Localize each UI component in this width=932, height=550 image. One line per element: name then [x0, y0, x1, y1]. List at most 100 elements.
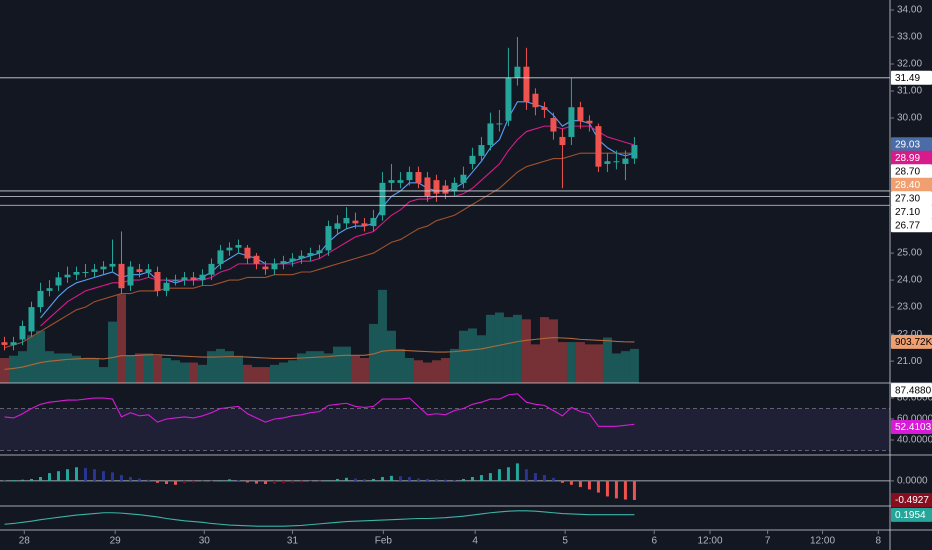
macd-bar	[380, 477, 384, 481]
macd-bar	[479, 475, 483, 481]
x-tick-label: 12:00	[810, 536, 835, 547]
volume-bar	[197, 364, 207, 383]
macd-bar	[227, 479, 231, 481]
volume-bar	[233, 355, 243, 383]
candle-body	[469, 155, 476, 164]
macd-bar	[560, 480, 564, 483]
y-tick-label: 32.00	[897, 59, 922, 70]
price-badge	[891, 218, 932, 233]
macd-bar	[461, 478, 465, 481]
candle-body	[415, 172, 422, 183]
candle-body	[595, 126, 602, 167]
price-badge-label: 29.03	[895, 139, 920, 150]
price-badge-label: 0.1954	[895, 510, 926, 521]
volume-bar	[332, 346, 342, 383]
candle-body	[307, 253, 314, 256]
candle-body	[118, 263, 125, 289]
volume-bar	[161, 358, 171, 383]
volume-bar	[620, 351, 630, 383]
candle-body	[586, 120, 593, 124]
volume-bar	[575, 342, 585, 383]
candle-body	[622, 158, 629, 164]
candle-body	[334, 223, 341, 229]
candle-body	[271, 263, 278, 270]
candle-body	[55, 277, 62, 286]
price-badge-label: 28.70	[895, 166, 920, 177]
y-tick-label: 40.0000	[897, 435, 932, 446]
macd-bar	[146, 479, 150, 481]
candle-body	[1, 342, 8, 345]
volume-bar	[152, 355, 162, 383]
price-badge	[891, 419, 932, 434]
candle-body	[280, 261, 287, 264]
macd-bar	[443, 479, 447, 481]
macd-bar	[416, 478, 420, 481]
y-tick-label: 60.0000	[897, 414, 932, 425]
macd-bar	[614, 480, 618, 499]
candle-body	[109, 263, 116, 267]
volume-bar	[566, 342, 576, 383]
volume-bar	[26, 335, 36, 383]
x-tick-label: 6	[651, 536, 657, 547]
x-tick-label: 31	[287, 536, 299, 547]
volume-bar	[296, 353, 306, 383]
price-badge-label: 87.4880	[895, 385, 932, 396]
volume-bar	[350, 355, 360, 383]
macd-bar	[353, 478, 357, 481]
volume-bar	[440, 358, 450, 383]
y-tick-label: 34.00	[897, 5, 922, 16]
volume-bar	[242, 364, 252, 383]
volume-bar	[584, 344, 594, 383]
volume-bar	[377, 289, 387, 383]
candle-body	[442, 185, 449, 194]
macd-bar	[308, 480, 312, 482]
macd-bar	[524, 469, 528, 481]
volume-bar	[251, 367, 261, 383]
volume-bar	[449, 348, 459, 383]
x-tick-label: Feb	[375, 536, 393, 547]
price-badge	[891, 150, 932, 165]
moving-average	[4, 152, 635, 349]
macd-bar	[569, 480, 573, 485]
macd-bar	[236, 480, 240, 481]
volume-bar	[215, 348, 225, 383]
volume-bar	[80, 358, 90, 383]
candle-body	[154, 271, 161, 291]
candle-body	[352, 220, 359, 224]
volume-bar	[305, 351, 315, 383]
y-tick-label: 30.00	[897, 113, 922, 124]
candle-body	[451, 182, 458, 191]
rsi-line	[4, 393, 635, 427]
macd-bar	[452, 480, 456, 481]
macd-bar	[191, 480, 195, 483]
candle-body	[217, 250, 224, 264]
candle-body	[343, 217, 350, 224]
volume-bar	[386, 330, 396, 383]
price-badge	[891, 334, 932, 349]
macd-bar	[497, 469, 501, 481]
macd-bar	[533, 473, 537, 481]
price-badge-label: -0.4927	[895, 495, 929, 506]
price-badge-label: 31.49	[895, 73, 920, 84]
candle-body	[424, 177, 431, 197]
volume-bar	[278, 362, 288, 383]
candle-body	[406, 172, 413, 181]
macd-bar	[200, 480, 204, 483]
candle-body	[496, 123, 503, 125]
volume-bar	[467, 328, 477, 383]
volume-bar	[107, 321, 117, 383]
volume-bar	[44, 351, 54, 383]
candle-body	[289, 258, 296, 262]
macd-bar	[326, 480, 330, 481]
macd-bar	[164, 480, 168, 484]
x-tick-label: 12:00	[698, 536, 723, 547]
candle-body	[559, 136, 566, 146]
macd-bar	[362, 479, 366, 481]
macd-bar	[83, 468, 87, 481]
volume-bar	[188, 362, 198, 383]
macd-bar	[38, 477, 42, 481]
candle-body	[226, 247, 233, 251]
candle-body	[604, 161, 611, 164]
macd-bar	[74, 467, 78, 481]
